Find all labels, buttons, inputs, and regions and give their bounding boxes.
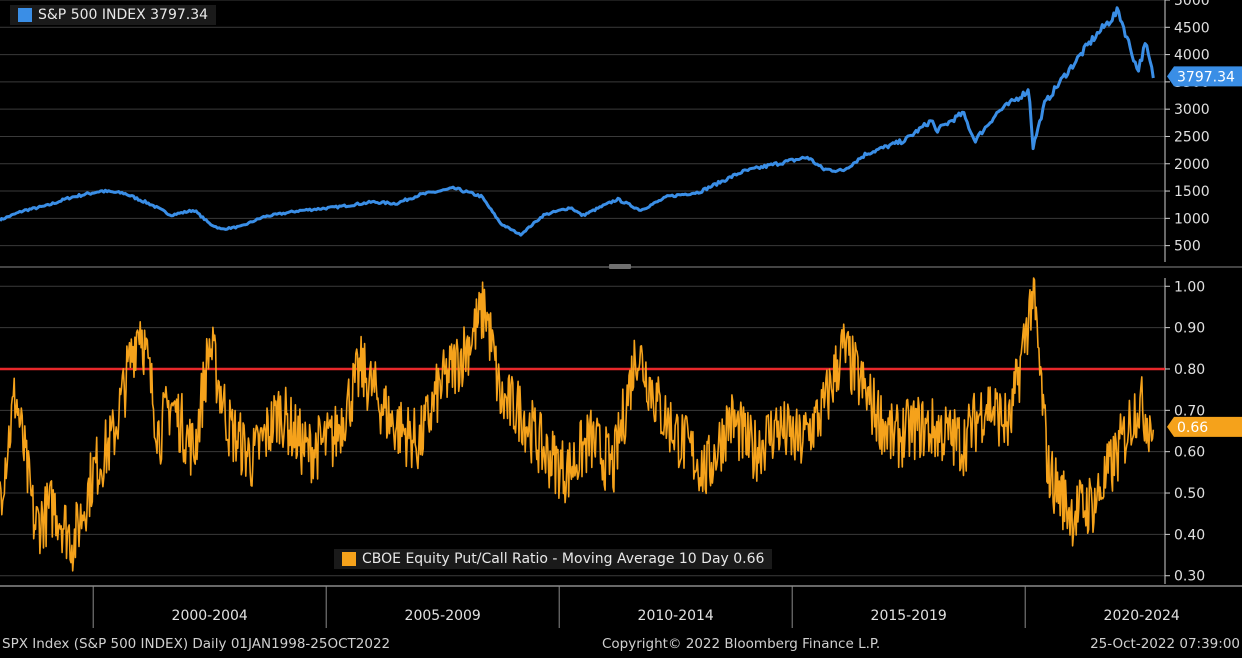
- footer-security-info: SPX Index (S&P 500 INDEX) Daily 01JAN199…: [2, 636, 391, 652]
- putcall-ytick-label: 0.80: [1174, 362, 1205, 378]
- putcall-ytick-label: 0.60: [1174, 445, 1205, 461]
- putcall-ytick-label: 0.50: [1174, 486, 1205, 502]
- sp500-ytick-label: 3000: [1174, 102, 1210, 118]
- sp500-ytick-label: 1000: [1174, 211, 1210, 227]
- chart-canvas: 5001000150020002500300035004000450050003…: [0, 0, 1242, 628]
- sp500-ytick-label: 1500: [1174, 184, 1210, 200]
- putcall-ytick-label: 0.70: [1174, 403, 1205, 419]
- sp500-last-value-badge: 3797.34: [1167, 66, 1242, 87]
- panel-resize-handle: [609, 264, 631, 269]
- sp500-legend-swatch: [18, 8, 32, 22]
- sp500-ytick-label: 5000: [1174, 0, 1210, 9]
- putcall-legend: CBOE Equity Put/Call Ratio - Moving Aver…: [334, 549, 773, 569]
- putcall-ytick-label: 0.90: [1174, 321, 1205, 337]
- sp500-ytick-label: 4500: [1174, 20, 1210, 36]
- xaxis-period-label: 2010-2014: [638, 608, 714, 624]
- sp500-ytick-label: 2000: [1174, 157, 1210, 173]
- sp500-legend-label: S&P 500 INDEX 3797.34: [38, 7, 209, 23]
- sp500-last-value-bg: [1167, 66, 1242, 87]
- sp500-last-value-label: 3797.34: [1177, 69, 1235, 85]
- footer-copyright: Copyright© 2022 Bloomberg Finance L.P.: [602, 636, 881, 652]
- putcall-series-line: [0, 277, 1155, 572]
- putcall-last-value-label: 0.66: [1177, 420, 1208, 436]
- xaxis-period-label: 2015-2019: [871, 608, 947, 624]
- sp500-series-line: [0, 6, 1155, 237]
- sp500-legend: S&P 500 INDEX 3797.34: [10, 5, 217, 25]
- footer-bar: SPX Index (S&P 500 INDEX) Daily 01JAN199…: [0, 632, 1242, 658]
- putcall-ytick-label: 1.00: [1174, 279, 1205, 295]
- sp500-ytick-label: 2500: [1174, 129, 1210, 145]
- putcall-last-value-badge: 0.66: [1167, 416, 1242, 437]
- putcall-legend-label: CBOE Equity Put/Call Ratio - Moving Aver…: [362, 551, 765, 567]
- putcall-last-value-bg: [1167, 416, 1242, 437]
- xaxis-period-label: 2005-2009: [405, 608, 481, 624]
- putcall-ytick-label: 0.40: [1174, 527, 1205, 543]
- footer-timestamp: 25-Oct-2022 07:39:00: [1090, 636, 1240, 652]
- sp500-ytick-label: 500: [1174, 239, 1201, 255]
- putcall-legend-swatch: [342, 552, 356, 566]
- putcall-ytick-label: 0.30: [1174, 569, 1205, 585]
- xaxis-period-label: 2000-2004: [172, 608, 248, 624]
- sp500-ytick-label: 4000: [1174, 48, 1210, 64]
- xaxis-period-label: 2020-2024: [1104, 608, 1180, 624]
